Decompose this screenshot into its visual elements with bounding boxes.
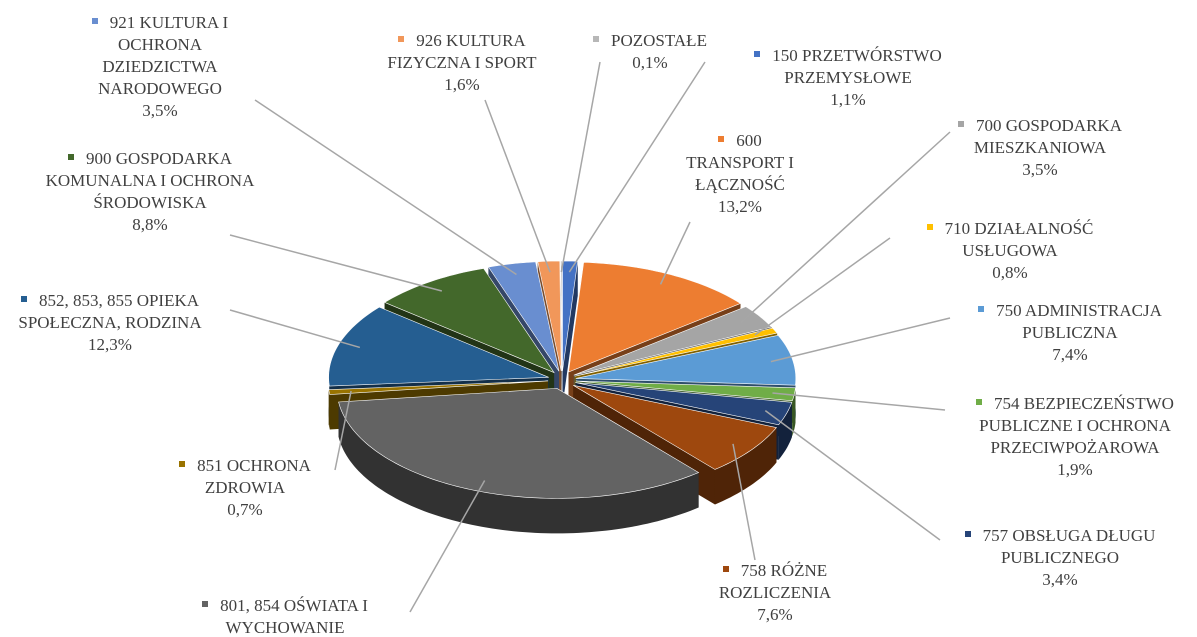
leader-line [229,234,443,292]
category-label: 150 PRZETWÓRSTWO PRZEMYSŁOWE [772,46,942,87]
value-label: 0,1% [632,53,668,72]
data-label: 750 ADMINISTRACJA PUBLICZNA 7,4% [965,300,1175,366]
slice [568,261,742,373]
category-label: 700 GOSPODARKA MIESZKANIOWA [973,116,1122,157]
leader-line [740,131,951,323]
data-label: 900 GOSPODARKA KOMUNALNA I OCHRONA ŚRODO… [40,148,260,236]
leader-line [732,443,756,561]
data-label: 801, 854 OŚWIATA I WYCHOWANIE34,2% [155,595,415,637]
category-label: 757 OBSŁUGA DŁUGU PUBLICZNEGO [982,526,1156,567]
value-label: 7,4% [1052,345,1088,364]
value-label: 13,2% [718,197,762,216]
slice [560,260,563,372]
slice [487,261,560,372]
leader-line [484,99,551,273]
category-label: 926 KULTURA FIZYCZNA I SPORT [387,31,537,72]
value-label: 1,6% [444,75,480,94]
value-label: 0,7% [227,500,263,519]
legend-marker [964,531,971,538]
value-label: 3,5% [1022,160,1058,179]
value-label: 0,8% [992,263,1028,282]
data-label: POZOSTAŁE 0,1% [580,30,720,74]
slice [575,382,793,426]
data-label: 851 OCHRONA ZDROWIA 0,7% [155,455,335,521]
legend-marker [20,296,27,303]
category-label: 758 RÓŻNE ROZLICZENIA [718,561,832,602]
legend-marker [68,154,75,161]
legend-marker [718,136,725,143]
value-label: 3,5% [142,101,178,120]
slice-rim [792,387,796,436]
slice [562,260,579,372]
data-label: 710 DZIAŁALNOŚĆ USŁUGOWA 0,8% [920,218,1100,284]
slice [328,380,549,395]
legend-marker [978,306,985,313]
value-label: 7,6% [757,605,793,624]
slice [384,268,555,374]
leader-line [568,61,706,273]
leader-line [659,221,691,285]
category-label: POZOSTAŁE [611,31,707,50]
leader-line [560,61,601,273]
leader-line [229,309,361,349]
leader-line [754,237,891,336]
value-label: 8,8% [132,215,168,234]
leader-line [334,390,352,471]
value-label: 3,4% [1042,570,1078,589]
slice-rim [338,401,699,534]
legend-marker [976,399,983,406]
legend-marker [722,566,729,573]
data-label: 758 RÓŻNE ROZLICZENIA 7,6% [685,560,865,626]
value-label: 1,9% [1057,460,1093,479]
category-label: 921 KULTURA I OCHRONA DZIEDZICTWA NARODO… [98,13,229,98]
data-label: 757 OBSŁUGA DŁUGU PUBLICZNEGO 3,4% [940,525,1180,591]
leader-line [254,99,517,276]
slice [338,388,700,499]
legend-marker [202,601,209,608]
data-label: 852, 853, 855 OPIEKA SPOŁECZNA, RODZINA 1… [0,290,220,356]
category-label: 852, 853, 855 OPIEKA SPOŁECZNA, RODZINA [18,291,202,332]
slice [573,385,778,470]
data-label: 754 BEZPIECZEŃSTWO PUBLICZNE I OCHRONA P… [955,393,1195,481]
value-label: 12,3% [88,335,132,354]
slice-rim [714,427,777,505]
legend-marker [926,224,933,231]
slice [575,334,797,386]
slice-rim [328,389,330,430]
data-label: 926 KULTURA FIZYCZNA I SPORT 1,6% [367,30,557,96]
slice [537,260,562,372]
category-label: 710 DZIAŁALNOŚĆ USŁUGOWA [944,219,1094,260]
slice-wall [562,261,578,407]
data-label: 700 GOSPODARKA MIESZKANIOWA 3,5% [945,115,1135,181]
data-label: 150 PRZETWÓRSTWO PRZEMYSŁOWE 1,1% [728,45,968,111]
legend-marker [958,121,965,128]
leader-line [764,409,941,541]
category-label: 851 OCHRONA ZDROWIA [197,456,311,497]
category-label: 754 BEZPIECZEŃSTWO PUBLICZNE I OCHRONA P… [979,394,1174,457]
legend-marker [398,36,405,43]
slice [574,327,778,377]
category-label: 600 TRANSPORT I ŁĄCZNOŚĆ [686,131,794,194]
value-label: 1,1% [830,90,866,109]
legend-marker [91,18,98,25]
leader-lines [229,61,951,613]
data-label: 921 KULTURA I OCHRONA DZIEDZICTWA NARODO… [65,12,255,122]
legend-marker [179,461,186,468]
slice [575,380,796,402]
slice-tops [328,260,797,499]
leader-line [770,317,951,363]
slice-rim [778,402,792,460]
legend-marker [593,36,600,43]
category-label: 801, 854 OŚWIATA I WYCHOWANIE [220,596,368,637]
legend-marker [754,51,761,58]
leader-line [772,392,946,411]
leader-line [409,480,486,613]
category-label: 900 GOSPODARKA KOMUNALNA I OCHRONA ŚRODO… [45,149,255,212]
slice [328,306,549,387]
category-label: 750 ADMINISTRACJA PUBLICZNA [996,301,1162,342]
data-label: 600 TRANSPORT I ŁĄCZNOŚĆ 13,2% [685,130,795,218]
